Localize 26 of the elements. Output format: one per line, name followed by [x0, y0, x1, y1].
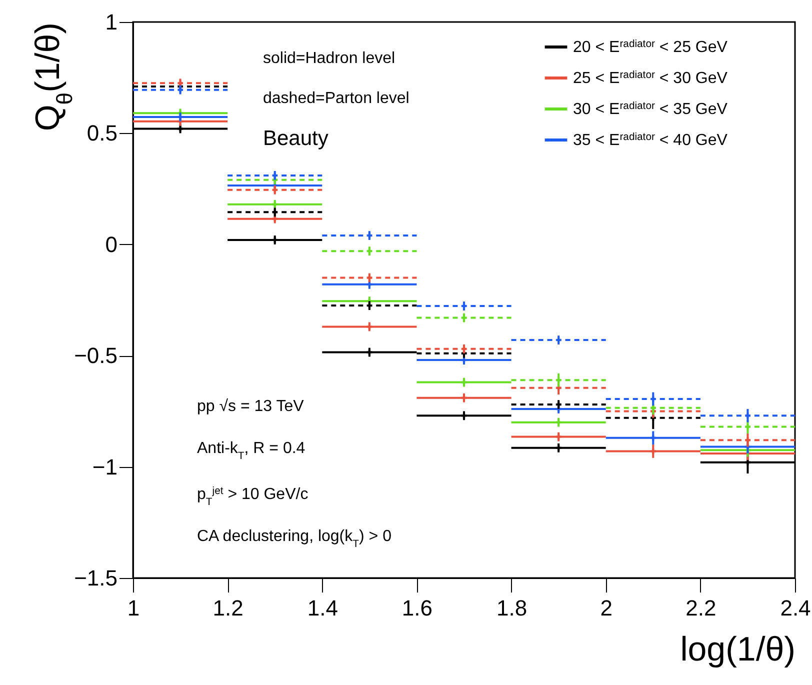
legend-label: 30 < E$^{radiator}$ < 35 GeV [573, 100, 728, 118]
x-tick-label: 2 [600, 596, 612, 620]
annotation: solid=Hadron level [263, 50, 396, 67]
x-tick-label: 1 [127, 596, 140, 620]
y-tick-label: −1 [92, 454, 118, 480]
y-tick-label: −1.5 [74, 566, 118, 590]
x-tick-label: 2.2 [686, 596, 716, 620]
annotation: Beauty [263, 127, 329, 150]
x-tick-label: 1.8 [496, 596, 528, 620]
x-axis-title: log(1/θ) [680, 630, 796, 668]
x-tick-label: 1.6 [402, 596, 433, 620]
x-tick-label: 1.4 [307, 596, 338, 620]
annotation: CA declustering, log(k$_{T}$) > 0 [197, 528, 392, 550]
legend-label: 20 < E$^{radiator}$ < 25 GeV [573, 38, 728, 56]
y-tick-label: 0.5 [86, 120, 118, 146]
x-tick-label: 1.2 [212, 596, 244, 620]
legend-label: 25 < E$^{radiator}$ < 30 GeV [573, 70, 728, 87]
legend-label: 35 < E$^{radiator}$ < 40 GeV [573, 132, 728, 149]
annotation: p$_{T}$$^{jet}$ > 10 GeV/c [197, 486, 308, 508]
annotation: dashed=Parton level [263, 90, 410, 107]
x-tick-label: 2.4 [780, 596, 811, 620]
annotation: Anti-k$_{T}$, R = 0.4 [197, 440, 306, 462]
y-tick-label: −0.5 [74, 343, 118, 368]
y-tick-label: 0 [105, 232, 118, 257]
annotation: pp √s = 13 TeV [197, 398, 304, 415]
y-tick-label: 1 [105, 10, 118, 34]
